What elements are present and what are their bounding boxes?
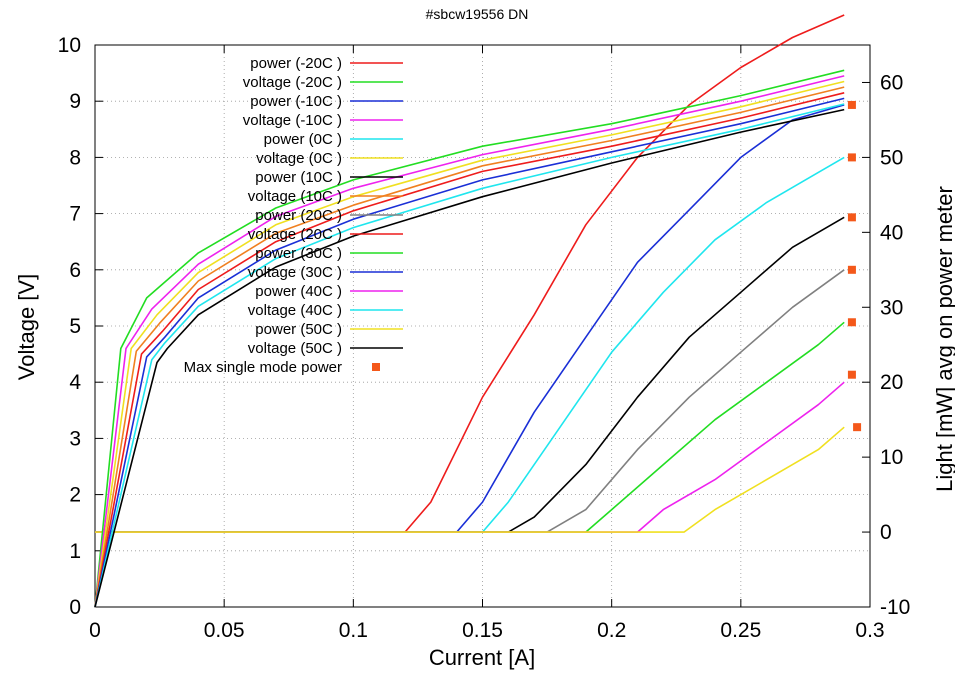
y-tick-label: 5 — [69, 315, 81, 338]
x-tick-label: 0.1 — [339, 619, 368, 642]
y2-tick-label: 30 — [880, 296, 903, 319]
legend-label: voltage (0C ) — [256, 150, 342, 167]
y2-tick-label: 0 — [880, 521, 892, 544]
legend-label: voltage (10C ) — [248, 188, 342, 205]
grid-lines — [95, 45, 870, 607]
y2-tick-label: 20 — [880, 371, 903, 394]
power-series-line — [95, 426, 845, 533]
legend-label: voltage (30C ) — [248, 264, 342, 281]
max-power-marker — [847, 100, 856, 109]
y-tick-label: 6 — [69, 259, 81, 282]
power-series-line — [95, 269, 845, 533]
x-tick-label: 0.05 — [204, 619, 245, 642]
y2-tick-label: 60 — [880, 71, 903, 94]
voltage-series-line — [94, 86, 845, 608]
y-tick-label: 10 — [58, 34, 81, 57]
voltage-series-line — [94, 92, 845, 608]
legend-label: Max single mode power — [184, 359, 342, 376]
max-power-marker — [847, 213, 856, 222]
legend-label: voltage (-10C ) — [243, 112, 342, 129]
x-tick-label: 0.3 — [855, 619, 884, 642]
y2-tick-label: 10 — [880, 446, 903, 469]
legend-label: power (20C ) — [255, 207, 342, 224]
max-power-marker — [847, 153, 856, 162]
power-series-line — [95, 14, 845, 533]
y-tick-label: 3 — [69, 427, 81, 450]
voltage-series-line — [94, 69, 845, 608]
legend-label: power (10C ) — [255, 169, 342, 186]
power-series-group — [95, 14, 845, 533]
legend-label: voltage (50C ) — [248, 340, 342, 357]
y-axis-ticks: 0 1 2 3 4 5 6 7 8 9 10 — [58, 34, 103, 619]
voltage-series-group — [94, 69, 845, 608]
y-tick-label: 0 — [69, 596, 81, 619]
x-axis-label: Current [A] — [429, 645, 535, 670]
legend-label: voltage (20C ) — [248, 226, 342, 243]
chart-title: #sbcw19556 DN — [426, 6, 529, 22]
y2-tick-label: -10 — [880, 596, 910, 619]
x-tick-label: 0.2 — [597, 619, 626, 642]
voltage-series-line — [94, 97, 845, 608]
voltage-series-line — [94, 103, 845, 608]
x-tick-label: 0.25 — [720, 619, 761, 642]
legend-label: voltage (-20C ) — [243, 74, 342, 91]
y2-tick-label: 50 — [880, 146, 903, 169]
max-power-marker — [847, 265, 856, 274]
y-tick-label: 7 — [69, 203, 81, 226]
power-series-line — [95, 216, 845, 533]
power-series-line — [95, 321, 845, 533]
power-series-line — [95, 156, 845, 533]
y-tick-label: 8 — [69, 146, 81, 169]
voltage-series-line — [94, 80, 845, 608]
y2-axis-label: Light [mW] avg on power meter — [932, 186, 955, 492]
max-power-marker — [847, 370, 856, 379]
legend-label: power (-10C ) — [250, 93, 342, 110]
y-tick-label: 1 — [69, 540, 81, 563]
legend-label: power (-20C ) — [250, 55, 342, 72]
y2-tick-label: 40 — [880, 221, 903, 244]
voltage-series-line — [94, 75, 845, 608]
x-axis-ticks: 0 0.05 0.1 0.15 0.2 0.25 0.3 — [89, 45, 885, 642]
y-tick-label: 2 — [69, 484, 81, 507]
power-series-line — [95, 381, 845, 533]
x-tick-label: 0 — [89, 619, 101, 642]
max-single-mode-markers — [847, 100, 862, 432]
voltage-series-line — [94, 108, 845, 608]
y-tick-label: 9 — [69, 90, 81, 113]
legend-marker — [372, 363, 380, 371]
y-tick-label: 4 — [69, 371, 81, 394]
power-series-line — [95, 104, 845, 533]
legend-label: power (40C ) — [255, 283, 342, 300]
legend-label: power (30C ) — [255, 245, 342, 262]
legend-label: power (50C ) — [255, 321, 342, 338]
x-tick-label: 0.15 — [462, 619, 503, 642]
max-power-marker — [853, 423, 862, 432]
legend-label: voltage (40C ) — [248, 302, 342, 319]
y-axis-label: Voltage [V] — [14, 274, 39, 380]
y2-axis-ticks: -10 0 10 20 30 40 50 60 — [862, 71, 910, 619]
legend-label: power (0C ) — [264, 131, 342, 148]
legend: power (-20C ) voltage (-20C ) power (-10C … — [184, 55, 403, 376]
max-power-marker — [847, 318, 856, 327]
